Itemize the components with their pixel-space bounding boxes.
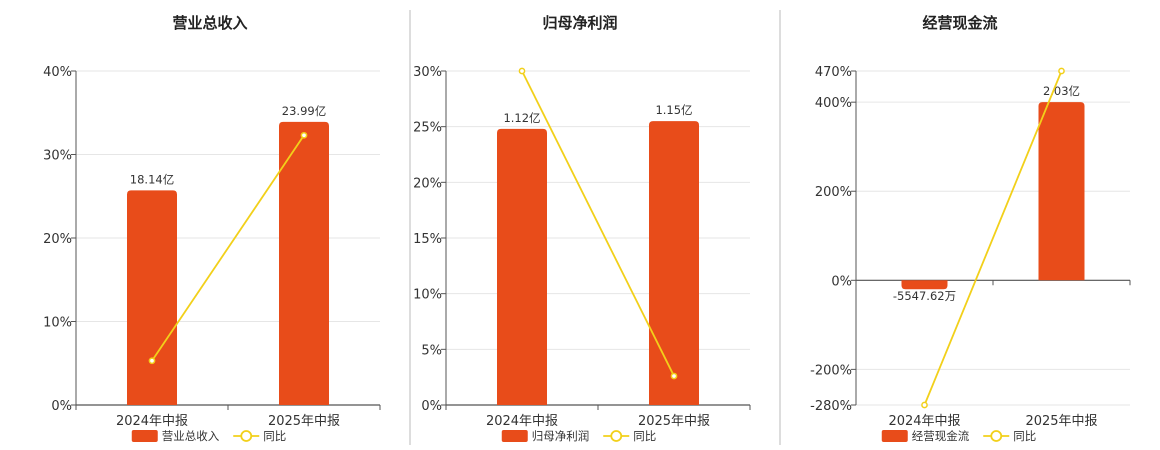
bar [901,280,948,290]
x-category-label: 2025年中报 [1025,414,1097,429]
chart-title: 经营现金流 [922,14,997,32]
bar-data-label: 2.03亿 [1043,84,1080,98]
yoy-point [670,372,678,380]
legend-bar-label: 经营现金流 [912,429,970,443]
y-tick-label: 15% [413,232,442,247]
y-tick-label: 0% [421,399,442,414]
bar [127,190,177,405]
y-tick-label: -280% [810,399,852,414]
yoy-point [921,401,928,409]
yoy-point [1058,67,1065,75]
y-tick-label: 0% [51,399,72,414]
bar [279,121,329,405]
chart-panel-2: 归母净利润 0% 5% 10% 15% 20% 25% 30% 1.12亿 1.15亿 2024年中… [413,14,751,443]
yoy-point [518,67,526,75]
y-tick-label: 5% [421,343,442,358]
x-category-label: 2025年中报 [638,414,710,429]
x-category-label: 2024年中报 [116,414,188,429]
y-tick-label: 10% [43,316,72,331]
legend: 营业总收入 同比 [131,429,286,443]
y-tick-label: 30% [413,65,442,80]
bar-data-label: 18.14亿 [130,172,174,186]
bar-data-label: 1.12亿 [503,111,540,125]
bar [649,121,699,405]
yoy-point [300,131,308,139]
x-category-label: 2025年中报 [268,414,340,429]
legend-bar-swatch [131,430,158,442]
chart-title: 归母净利润 [542,14,617,32]
y-tick-label: 40% [43,65,72,80]
yoy-line [521,70,675,377]
bar [497,128,547,406]
yoy-line [923,70,1063,406]
legend-line-label: 同比 [1013,429,1036,443]
chart-title: 营业总收入 [172,14,247,32]
yoy-point [148,357,156,365]
legend: 归母净利润 同比 [501,429,656,443]
yoy-line [151,134,305,362]
legend-bar-swatch [881,430,908,442]
legend-line-marker [240,430,253,442]
legend-line-marker [990,430,1003,442]
y-tick-label: 0% [831,274,852,289]
y-tick-label: 20% [413,176,442,191]
y-tick-label: 400% [815,96,852,111]
legend-bar-label: 营业总收入 [162,429,220,443]
legend-line-marker [610,430,623,442]
legend: 经营现金流 同比 [881,429,1036,443]
y-tick-label: 470% [815,65,852,80]
x-category-label: 2024年中报 [888,414,960,429]
chart-panel-1: 营业总收入 0% 10% 20% 30% 40% 18.14亿 23.99亿 2024年中报 20… [43,14,381,443]
y-tick-label: 25% [413,121,442,136]
chart-panel-3: 经营现金流 -280% -200% 0% 200% 400% 470% -5547.62万 2.… [810,14,1131,443]
bar-data-label: 1.15亿 [655,103,692,117]
y-tick-label: 200% [815,185,852,200]
y-tick-label: 30% [43,149,72,164]
y-tick-label: 20% [43,232,72,247]
y-tick-label: 10% [413,288,442,303]
legend-line-label: 同比 [263,429,286,443]
legend-bar-swatch [501,430,528,442]
legend-line-label: 同比 [633,429,656,443]
x-category-label: 2024年中报 [486,414,558,429]
bar [1038,102,1085,281]
bar-data-label: -5547.62万 [893,289,956,303]
y-tick-label: -200% [810,363,852,378]
bar-data-label: 23.99亿 [282,104,326,118]
legend-bar-label: 归母净利润 [532,429,590,443]
